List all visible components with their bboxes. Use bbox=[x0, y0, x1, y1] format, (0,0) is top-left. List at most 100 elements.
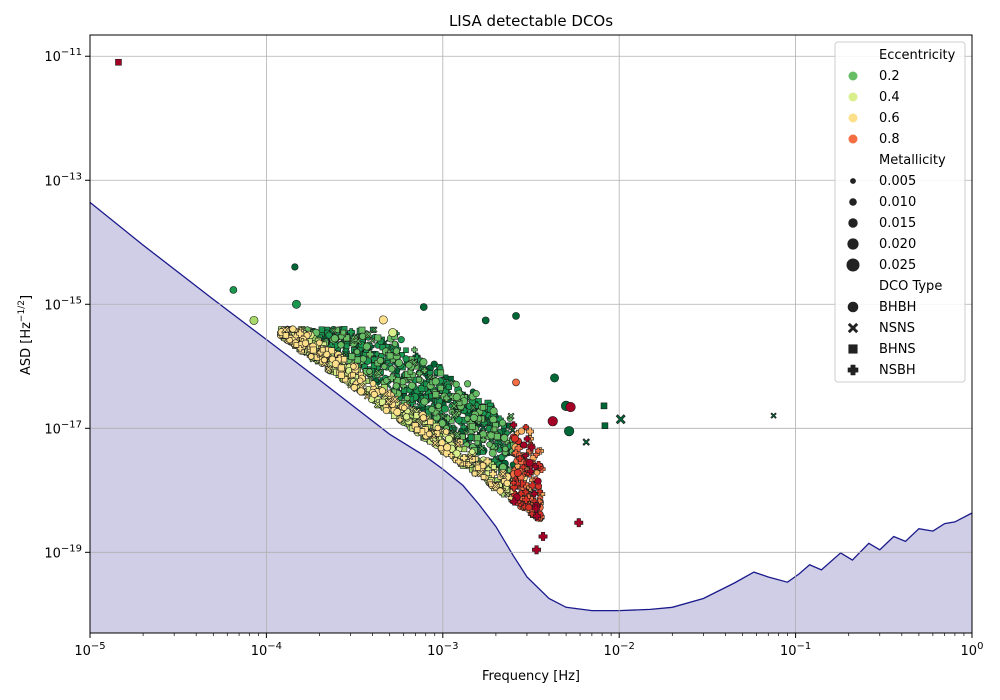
legend-label-dco-type: BHBH bbox=[879, 300, 916, 315]
data-point bbox=[405, 361, 413, 369]
chart-title: LISA detectable DCOs bbox=[449, 12, 613, 30]
y-tick-exponent: −17 bbox=[61, 419, 82, 430]
data-point bbox=[450, 411, 459, 419]
legend-marker-nsbh bbox=[847, 364, 859, 376]
data-point bbox=[565, 401, 576, 413]
legend-title-metallicity: Metallicity bbox=[879, 153, 946, 168]
data-point bbox=[510, 434, 519, 443]
data-point bbox=[414, 426, 421, 433]
data-point bbox=[525, 458, 534, 467]
data-point bbox=[391, 395, 399, 404]
data-point bbox=[526, 427, 534, 436]
data-point bbox=[443, 428, 450, 435]
data-point bbox=[455, 458, 463, 466]
data-point bbox=[115, 58, 122, 66]
data-point bbox=[359, 332, 367, 340]
data-point bbox=[337, 341, 345, 349]
x-tick-exponent: −3 bbox=[444, 641, 459, 652]
sensitivity-fill bbox=[90, 202, 972, 633]
data-point bbox=[350, 363, 357, 370]
data-point bbox=[770, 412, 777, 419]
data-point bbox=[489, 407, 498, 416]
data-point bbox=[341, 356, 348, 363]
data-point bbox=[364, 330, 373, 339]
data-point bbox=[491, 457, 499, 465]
data-point bbox=[582, 438, 590, 446]
data-point bbox=[402, 355, 410, 363]
data-point bbox=[419, 414, 427, 422]
y-tick-exponent: −13 bbox=[61, 171, 82, 182]
x-tick-base: 10 bbox=[74, 644, 91, 659]
data-point bbox=[366, 368, 373, 375]
data-point bbox=[435, 402, 442, 409]
legend-marker-bhns bbox=[848, 344, 858, 354]
data-point bbox=[534, 477, 542, 485]
legend-label-eccentricity: 0.4 bbox=[879, 90, 900, 105]
data-point bbox=[340, 329, 347, 336]
data-point bbox=[470, 413, 478, 422]
data-point bbox=[402, 413, 411, 421]
data-point bbox=[328, 347, 335, 355]
y-tick-label: 10−17 bbox=[44, 419, 82, 437]
data-point bbox=[480, 474, 487, 480]
data-point bbox=[444, 414, 452, 422]
x-tick-exponent: 0 bbox=[977, 641, 983, 652]
data-point bbox=[291, 263, 299, 271]
legend-swatch bbox=[848, 92, 858, 102]
data-point bbox=[522, 423, 530, 431]
y-axis-label-main: ASD [Hz bbox=[19, 322, 34, 375]
data-point bbox=[352, 334, 360, 341]
data-point bbox=[496, 439, 504, 447]
data-point bbox=[388, 365, 396, 373]
data-point bbox=[531, 504, 540, 513]
data-point bbox=[407, 381, 416, 390]
data-point bbox=[418, 385, 426, 392]
data-point bbox=[386, 352, 394, 360]
legend-box bbox=[834, 41, 966, 383]
legend-swatch bbox=[848, 134, 858, 144]
data-point bbox=[319, 346, 326, 353]
data-point bbox=[517, 490, 525, 498]
data-point bbox=[481, 316, 490, 325]
x-tick-label: 100 bbox=[961, 641, 984, 659]
data-point bbox=[499, 419, 507, 427]
data-point bbox=[536, 488, 543, 495]
data-point bbox=[510, 421, 518, 429]
data-point bbox=[348, 353, 356, 360]
data-point bbox=[358, 326, 366, 334]
x-tick-label: 10−1 bbox=[780, 641, 811, 659]
data-point bbox=[388, 328, 398, 337]
data-point bbox=[601, 422, 609, 430]
data-point bbox=[286, 336, 293, 344]
data-point bbox=[337, 371, 345, 379]
data-point bbox=[350, 372, 356, 378]
data-point bbox=[510, 483, 518, 492]
data-point bbox=[416, 376, 422, 383]
data-point bbox=[432, 391, 440, 399]
y-tick-base: 10 bbox=[44, 546, 61, 561]
data-point bbox=[376, 357, 384, 365]
data-point bbox=[363, 393, 371, 400]
legend-swatch bbox=[848, 113, 858, 123]
data-point bbox=[491, 481, 500, 490]
y-tick-base: 10 bbox=[44, 422, 61, 437]
y-axis-label: ASD [Hz−1/2] bbox=[17, 295, 34, 375]
data-point bbox=[528, 481, 537, 490]
data-point bbox=[507, 412, 515, 420]
data-point bbox=[419, 303, 428, 311]
x-tick-base: 10 bbox=[780, 644, 797, 659]
x-tick-base: 10 bbox=[961, 644, 978, 659]
data-point bbox=[615, 414, 626, 425]
data-point bbox=[473, 434, 481, 442]
data-point bbox=[301, 339, 309, 347]
legend-label-eccentricity: 0.8 bbox=[879, 132, 900, 147]
data-point bbox=[489, 415, 498, 424]
data-point bbox=[428, 405, 436, 413]
data-point bbox=[490, 464, 497, 470]
data-point bbox=[502, 445, 509, 453]
x-tick-base: 10 bbox=[427, 644, 444, 659]
data-point bbox=[379, 398, 386, 406]
data-point bbox=[296, 345, 304, 352]
scatter-points bbox=[115, 58, 777, 555]
